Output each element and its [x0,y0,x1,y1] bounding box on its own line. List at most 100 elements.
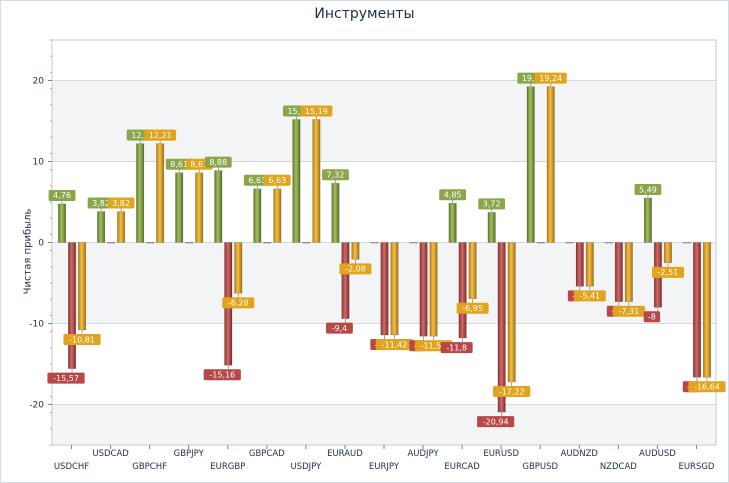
category-label: EURAUD [327,449,363,459]
category-label: EURUSD [483,449,519,459]
bar-прибыль [487,212,496,243]
data-label-box [107,197,135,209]
bar-итог [390,242,399,336]
category-label: EURSGD [678,462,714,472]
bar-убыток [263,242,272,244]
bar-итог [624,242,633,302]
data-label-box [643,311,661,323]
bar-прибыль [604,242,613,244]
bar-убыток [692,242,701,378]
data-label: 3,72 [483,200,501,209]
category-label: USDCHF [54,462,89,472]
bar-прибыль [214,170,223,243]
data-label: -15,57 [53,374,79,383]
bar-убыток [146,242,155,244]
category-label: AUDUSD [639,449,676,459]
bar-прибыль [175,172,184,243]
bar-убыток [185,242,194,244]
category-label: GBPUSD [522,462,558,472]
bar-итог [273,188,282,243]
data-label-box [326,322,353,334]
data-label: -11,8 [446,343,467,352]
data-label: 3,82 [92,199,110,208]
bar-убыток [380,242,389,336]
category-label: EURGBP [210,462,245,472]
data-label: 15,1 [287,107,305,116]
data-label: 8,88 [209,158,227,167]
bar-итог [429,242,438,337]
data-label: 7,32 [327,171,345,180]
bar-убыток [419,242,428,337]
bar-убыток [536,242,545,244]
bar-прибыль [565,242,574,244]
category-label: AUDNZD [561,449,599,459]
bar-прибыль [370,242,379,244]
category-label: USDCAD [92,449,129,459]
data-label-box [573,290,606,302]
bar-итог [312,119,321,243]
bar-итог [546,86,555,243]
bar-итог [156,143,165,243]
data-label-box [440,342,473,354]
data-label: 19,24 [539,74,562,83]
category-label: NZDCAD [600,462,637,472]
bar-убыток [68,242,77,369]
y-tick-label: 10 [33,158,45,168]
data-label: -5,41 [579,292,600,301]
chart-title: Инструменты [314,6,415,22]
data-label-box [456,302,489,314]
category-label: GBPJPY [174,449,205,459]
data-label: -15,16 [209,371,235,380]
data-label: -11,42 [382,340,408,349]
data-label: -6,28 [228,299,249,308]
data-label-box [203,369,241,381]
bar-прибыль [409,242,418,244]
bar-итог [117,211,126,243]
data-label-box [204,156,232,168]
bar-прибыль [448,202,457,243]
data-label-box [477,416,515,428]
bar-прибыль [253,188,262,243]
bar-прибыль [682,242,691,244]
data-label: -6,95 [462,304,483,313]
data-label: 3,82 [112,199,130,208]
bar-прибыль [136,143,145,243]
data-label: 4,85 [444,191,462,200]
category-label: GBPCAD [249,449,285,459]
bar-прибыль [292,119,301,243]
data-label: -11,57 [421,342,447,351]
bar-убыток [458,242,467,339]
bar-итог [663,242,672,264]
data-label: -20,94 [483,417,509,426]
data-label-box [144,129,177,141]
y-tick-label: -20 [29,401,44,411]
data-label: 6,63 [248,176,266,185]
y-tick-label: 0 [38,239,44,249]
data-label-box [48,189,76,201]
data-label: -9,4 [332,324,348,333]
data-label-box [493,385,531,397]
category-label: EURJPY [369,462,400,472]
data-label-box [263,174,291,186]
category-label: USDJPY [290,462,322,472]
data-label-box [534,72,567,84]
bar-прибыль [331,182,340,243]
data-label: 12,2 [131,131,149,140]
bar-итог [195,172,204,243]
data-label: -17,22 [499,387,525,396]
data-label-box [339,263,372,275]
bar-итог [507,242,516,383]
grid-band [52,80,716,162]
y-tick-label: -10 [29,320,44,330]
data-label: 6,63 [268,176,286,185]
grid-band [52,404,716,445]
data-label-box [478,198,506,210]
data-label-box [322,169,349,181]
bar-прибыль [58,203,67,243]
data-label: -7,31 [619,307,640,316]
data-label-box [300,105,333,117]
data-label-box [612,305,645,317]
bar-итог [702,242,711,378]
data-label-box [688,381,726,393]
